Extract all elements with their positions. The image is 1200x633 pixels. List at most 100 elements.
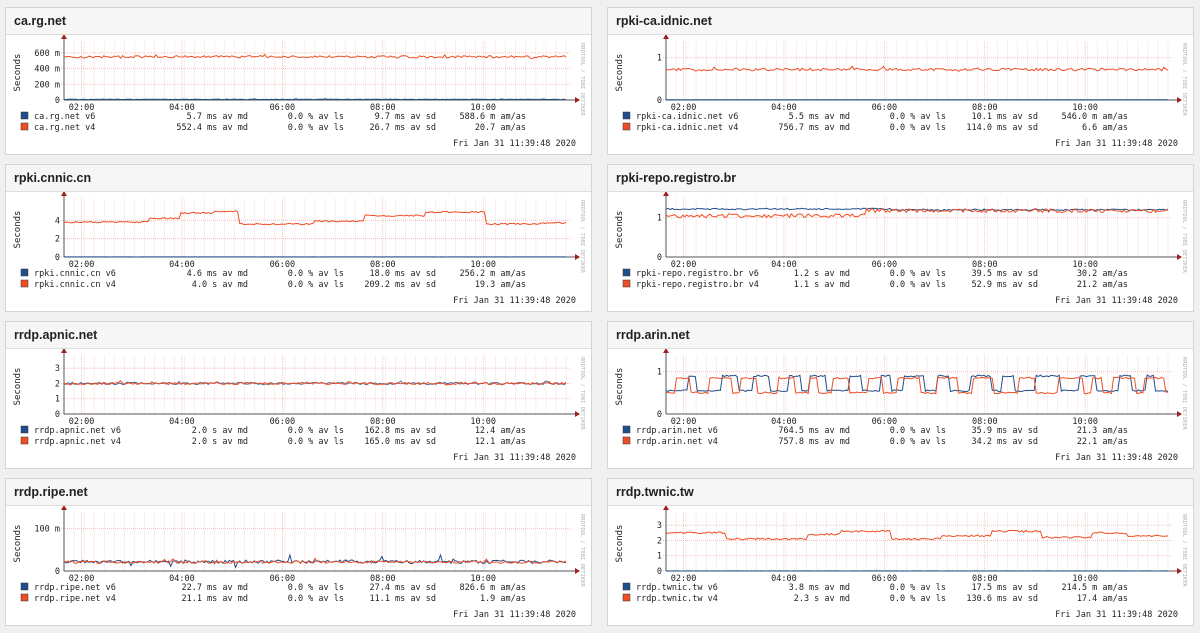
y-axis-arrow — [61, 192, 67, 196]
legend-sd: 34.2 ms av sd — [971, 437, 1038, 447]
legend-sd: 35.9 ms av sd — [971, 426, 1038, 436]
x-tick-label: 08:00 — [370, 574, 396, 584]
legend-loss: 0.0 % av ls — [288, 437, 344, 447]
x-tick-label: 08:00 — [972, 103, 998, 113]
legend-amas: 588.6 m am/as — [459, 112, 526, 122]
legend-name: rpki-repo.registro.br v6 — [636, 269, 759, 279]
legend-avg: 4.0 s av md — [192, 280, 248, 290]
legend-loss: 0.0 % av ls — [890, 583, 946, 593]
timestamp-label: Fri Jan 31 11:39:48 2020 — [1055, 139, 1178, 149]
panel-title: rrdp.arin.net — [608, 322, 1193, 349]
x-tick-label: 10:00 — [1072, 417, 1098, 427]
x-tick-label: 08:00 — [370, 417, 396, 427]
y-tick-label: 0 — [55, 410, 60, 420]
legend-amas: 22.1 am/as — [1077, 437, 1128, 447]
legend-loss: 0.0 % av ls — [890, 280, 946, 290]
legend-swatch-v6 — [622, 425, 631, 434]
legend-swatch-v4 — [20, 279, 29, 288]
series-line-v6 — [63, 98, 567, 101]
series-line-v4 — [63, 210, 567, 226]
chart-svg: 02:00 04:00 06:00 08:00 10:00 0 1 Seconds RRDTOO… — [615, 192, 1187, 306]
chart-svg: 02:00 04:00 06:00 08:00 10:00 0 200 m 400 m 600 … — [13, 35, 585, 149]
x-axis-arrow — [575, 568, 580, 574]
legend-sd: 162.8 ms av sd — [364, 426, 436, 436]
x-tick-label: 04:00 — [771, 574, 797, 584]
legend-amas: 21.3 am/as — [1077, 426, 1128, 436]
legend-name: rrdp.apnic.net v4 — [34, 437, 121, 447]
chart-panel: rpki.cnnic.cn 02:00 04:00 06:00 08:00 10:00 0… — [5, 164, 592, 312]
x-tick-label: 06:00 — [872, 417, 898, 427]
x-tick-label: 10:00 — [1072, 260, 1098, 270]
chart-panel: rpki-ca.idnic.net 02:00 04:00 06:00 08:00 10… — [607, 7, 1194, 155]
series-line-v4 — [665, 65, 1169, 72]
y-axis-label: Seconds — [615, 211, 625, 249]
x-tick-label: 04:00 — [169, 574, 195, 584]
legend-name: rpki-ca.idnic.net v6 — [636, 112, 738, 122]
x-tick-label: 06:00 — [872, 574, 898, 584]
legend-name: rrdp.arin.net v4 — [636, 437, 718, 447]
legend-swatch-v6 — [622, 268, 631, 277]
legend-amas: 20.7 am/as — [475, 123, 526, 133]
y-tick-label: 4 — [55, 216, 60, 226]
series-line-v4 — [63, 380, 567, 386]
panel-title: rpki.cnnic.cn — [6, 165, 591, 192]
y-tick-label: 400 m — [34, 65, 60, 75]
y-tick-label: 0 — [657, 410, 662, 420]
chart-svg: 02:00 04:00 06:00 08:00 10:00 0 2 4 Seconds RRDTO… — [13, 192, 585, 306]
y-axis-label: Seconds — [615, 368, 625, 406]
x-tick-label: 02:00 — [69, 574, 95, 584]
legend-amas: 19.3 am/as — [475, 280, 526, 290]
timestamp-label: Fri Jan 31 11:39:48 2020 — [1055, 296, 1178, 306]
y-axis-label: Seconds — [13, 525, 23, 563]
legend-name: rpki.cnnic.cn v4 — [34, 280, 116, 290]
legend-name: rpki-ca.idnic.net v4 — [636, 123, 738, 133]
legend-swatch-v6 — [20, 582, 29, 591]
x-tick-label: 02:00 — [69, 103, 95, 113]
y-axis-label: Seconds — [13, 211, 23, 249]
legend-avg: 1.1 s av md — [794, 280, 850, 290]
chart-svg: 02:00 04:00 06:00 08:00 10:00 0 1 2 3 Seconds RRDT… — [615, 506, 1187, 620]
chart-panel: rrdp.arin.net 02:00 04:00 06:00 08:00 10:00 0… — [607, 321, 1194, 469]
legend-loss: 0.0 % av ls — [288, 123, 344, 133]
legend-avg: 22.7 ms av md — [181, 583, 248, 593]
x-tick-label: 04:00 — [771, 103, 797, 113]
x-tick-label: 06:00 — [872, 103, 898, 113]
y-tick-label: 1 — [657, 54, 662, 64]
chart-panel: rrdp.apnic.net 02:00 04:00 06:00 08:00 10:00… — [5, 321, 592, 469]
y-axis-arrow — [61, 35, 67, 39]
legend-loss: 0.0 % av ls — [890, 594, 946, 604]
legend-sd: 114.0 ms av sd — [966, 123, 1038, 133]
legend-sd: 52.9 ms av sd — [971, 280, 1038, 290]
series-line-v4 — [665, 529, 1169, 541]
timestamp-label: Fri Jan 31 11:39:48 2020 — [453, 139, 576, 149]
legend-amas: 30.2 am/as — [1077, 269, 1128, 279]
legend-name: rpki-repo.registro.br v4 — [636, 280, 759, 290]
x-tick-label: 04:00 — [771, 417, 797, 427]
x-axis-arrow — [1177, 568, 1182, 574]
legend-loss: 0.0 % av ls — [890, 269, 946, 279]
x-axis-arrow — [1177, 97, 1182, 103]
legend-sd: 11.1 ms av sd — [369, 594, 436, 604]
y-tick-label: 2 — [55, 235, 60, 245]
legend-avg: 21.1 ms av md — [181, 594, 248, 604]
watermark-text: RRDTOOL / TOBI OETIKER — [579, 43, 585, 117]
chart-panel: rrdp.twnic.tw 02:00 04:00 06:00 08:00 10:00 0… — [607, 478, 1194, 626]
x-tick-label: 06:00 — [270, 260, 296, 270]
legend-sd: 17.5 ms av sd — [971, 583, 1038, 593]
legend-name: ca.rg.net v4 — [34, 123, 95, 133]
x-axis-arrow — [575, 254, 580, 260]
y-axis-label: Seconds — [615, 525, 625, 563]
y-axis-arrow — [61, 349, 67, 353]
x-tick-label: 10:00 — [470, 574, 496, 584]
legend-amas: 12.4 am/as — [475, 426, 526, 436]
x-tick-label: 08:00 — [972, 417, 998, 427]
legend-sd: 130.6 ms av sd — [966, 594, 1038, 604]
watermark-text: RRDTOOL / TOBI OETIKER — [1181, 357, 1187, 431]
x-tick-label: 06:00 — [270, 103, 296, 113]
y-axis-arrow — [663, 192, 669, 196]
legend-avg: 5.5 ms av md — [789, 112, 850, 122]
series-line-v4 — [63, 53, 567, 60]
x-tick-label: 04:00 — [169, 260, 195, 270]
y-axis-arrow — [663, 35, 669, 39]
